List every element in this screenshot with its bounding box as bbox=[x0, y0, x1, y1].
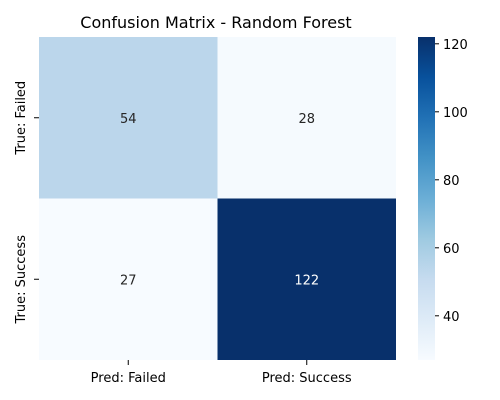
heatmap-cell bbox=[39, 37, 218, 199]
colorbar-tick-label: 40 bbox=[443, 310, 460, 325]
cell-value-label: 54 bbox=[120, 112, 137, 127]
y-tick-label: True: Success bbox=[14, 235, 29, 325]
cell-value-label: 28 bbox=[298, 112, 315, 127]
x-tick-label: Pred: Success bbox=[262, 371, 352, 386]
colorbar-tick-label: 80 bbox=[443, 174, 460, 189]
y-tick-label: True: Failed bbox=[14, 81, 29, 156]
heatmap-cell bbox=[217, 198, 396, 360]
colorbar-tick-label: 100 bbox=[443, 106, 468, 121]
heatmap-cell bbox=[39, 198, 218, 360]
colorbar-tick-label: 60 bbox=[443, 242, 460, 257]
heatmap-cells bbox=[39, 37, 396, 360]
x-axis: Pred: Failed Pred: Success bbox=[91, 360, 352, 386]
colorbar-tick-label: 120 bbox=[443, 38, 468, 53]
heatmap-cell bbox=[217, 37, 396, 199]
chart-title: Confusion Matrix - Random Forest bbox=[80, 13, 351, 32]
colorbar-gradient bbox=[418, 37, 435, 360]
x-tick-label: Pred: Failed bbox=[91, 371, 166, 386]
cell-value-label: 122 bbox=[294, 273, 319, 288]
heatmap-cell-labels: 54 28 27 122 bbox=[120, 112, 319, 289]
cell-value-label: 27 bbox=[120, 273, 137, 288]
colorbar: 40 60 80 100 120 bbox=[418, 37, 468, 360]
y-axis: True: Failed True: Success bbox=[14, 81, 39, 325]
